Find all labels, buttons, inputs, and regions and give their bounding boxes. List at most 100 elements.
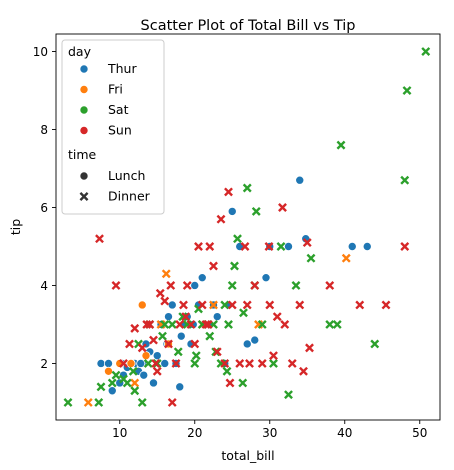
legend-marker-sat — [79, 105, 89, 115]
data-point — [370, 339, 380, 349]
legend-marker-thur — [79, 64, 89, 74]
data-point — [220, 300, 230, 310]
data-point — [225, 378, 235, 388]
data-point — [238, 378, 248, 388]
data-point — [181, 312, 191, 322]
data-point — [220, 359, 230, 368]
x-tick-label: 40 — [337, 426, 352, 440]
data-point — [175, 382, 185, 392]
y-axis-ticks: 2 4 6 8 10 — [33, 45, 56, 371]
data-point — [242, 300, 252, 310]
data-point — [175, 320, 185, 329]
data-point — [111, 370, 121, 380]
data-point — [332, 320, 342, 329]
data-point — [224, 187, 233, 197]
x-tick-label: 50 — [412, 426, 427, 440]
data-point — [261, 273, 271, 283]
data-point — [203, 320, 213, 329]
data-point — [222, 366, 232, 376]
data-point — [122, 378, 132, 388]
data-point — [160, 296, 170, 306]
data-point — [176, 331, 186, 341]
legend-marker-fri — [79, 85, 89, 95]
data-point — [251, 206, 261, 216]
data-point — [242, 339, 252, 349]
data-point — [209, 261, 218, 271]
x-tick-label: 10 — [112, 426, 127, 440]
y-tick-label: 10 — [33, 45, 48, 59]
legend-label-thur: Thur — [107, 61, 137, 76]
legend-hue-title: day — [68, 44, 92, 59]
data-point — [239, 308, 248, 318]
data-point — [264, 242, 274, 251]
data-point — [235, 359, 245, 368]
legend-label-lunch: Lunch — [108, 168, 145, 183]
data-point — [325, 320, 335, 329]
data-point — [291, 281, 301, 290]
data-point — [142, 320, 152, 329]
data-point — [269, 351, 278, 361]
data-point — [188, 319, 198, 329]
data-point — [94, 398, 104, 407]
data-point — [167, 398, 177, 407]
data-point — [205, 331, 215, 341]
data-point — [182, 281, 192, 290]
data-point — [325, 281, 335, 290]
legend: day Thur Fri Sat Sun time Lunch Dinner — [61, 39, 165, 215]
data-point — [250, 335, 260, 345]
data-point — [104, 358, 114, 368]
data-point — [130, 386, 140, 396]
data-point — [151, 359, 161, 368]
data-point — [191, 351, 201, 361]
data-point — [190, 339, 200, 349]
data-point — [164, 339, 173, 349]
data-point — [96, 358, 106, 368]
legend-label-sun: Sun — [108, 123, 132, 138]
data-point — [161, 269, 171, 279]
legend-label-fri: Fri — [108, 82, 123, 97]
data-point — [166, 281, 176, 290]
data-point — [178, 312, 188, 322]
data-point — [190, 280, 200, 290]
data-point — [216, 214, 226, 224]
data-point — [125, 339, 134, 349]
y-tick-label: 4 — [40, 279, 48, 293]
data-point — [269, 359, 278, 368]
data-point — [295, 300, 305, 310]
data-point — [136, 358, 146, 368]
data-point — [126, 358, 136, 368]
data-point — [212, 347, 222, 357]
data-point — [257, 359, 267, 368]
data-point — [224, 320, 233, 329]
legend-box — [61, 39, 165, 215]
data-point — [145, 320, 155, 329]
data-point — [111, 281, 121, 290]
data-point — [284, 390, 293, 400]
data-point — [179, 300, 188, 310]
y-tick-label: 6 — [40, 201, 48, 215]
data-point — [336, 140, 346, 150]
x-axis-ticks: 10 20 30 40 50 — [112, 420, 427, 440]
data-point — [149, 335, 158, 345]
data-point — [190, 359, 200, 368]
data-point — [245, 359, 254, 368]
data-point — [400, 242, 410, 251]
data-point — [305, 343, 314, 353]
chart-title: Scatter Plot of Total Bill vs Tip — [141, 18, 356, 34]
data-point — [163, 312, 173, 322]
data-point — [283, 241, 293, 251]
legend-label-sat: Sat — [108, 102, 129, 117]
legend-marker-sun — [79, 126, 89, 136]
data-point — [197, 273, 207, 283]
data-point — [227, 300, 237, 310]
data-point — [83, 398, 93, 407]
data-point — [128, 366, 138, 376]
data-point — [257, 320, 267, 329]
data-point — [96, 382, 106, 392]
x-tick-label: 20 — [187, 426, 202, 440]
legend-style-entries: Lunch Dinner — [79, 168, 151, 204]
data-point — [278, 203, 287, 212]
data-point — [107, 378, 117, 388]
legend-style-title: time — [68, 147, 97, 162]
legend-label-dinner: Dinner — [108, 189, 151, 204]
